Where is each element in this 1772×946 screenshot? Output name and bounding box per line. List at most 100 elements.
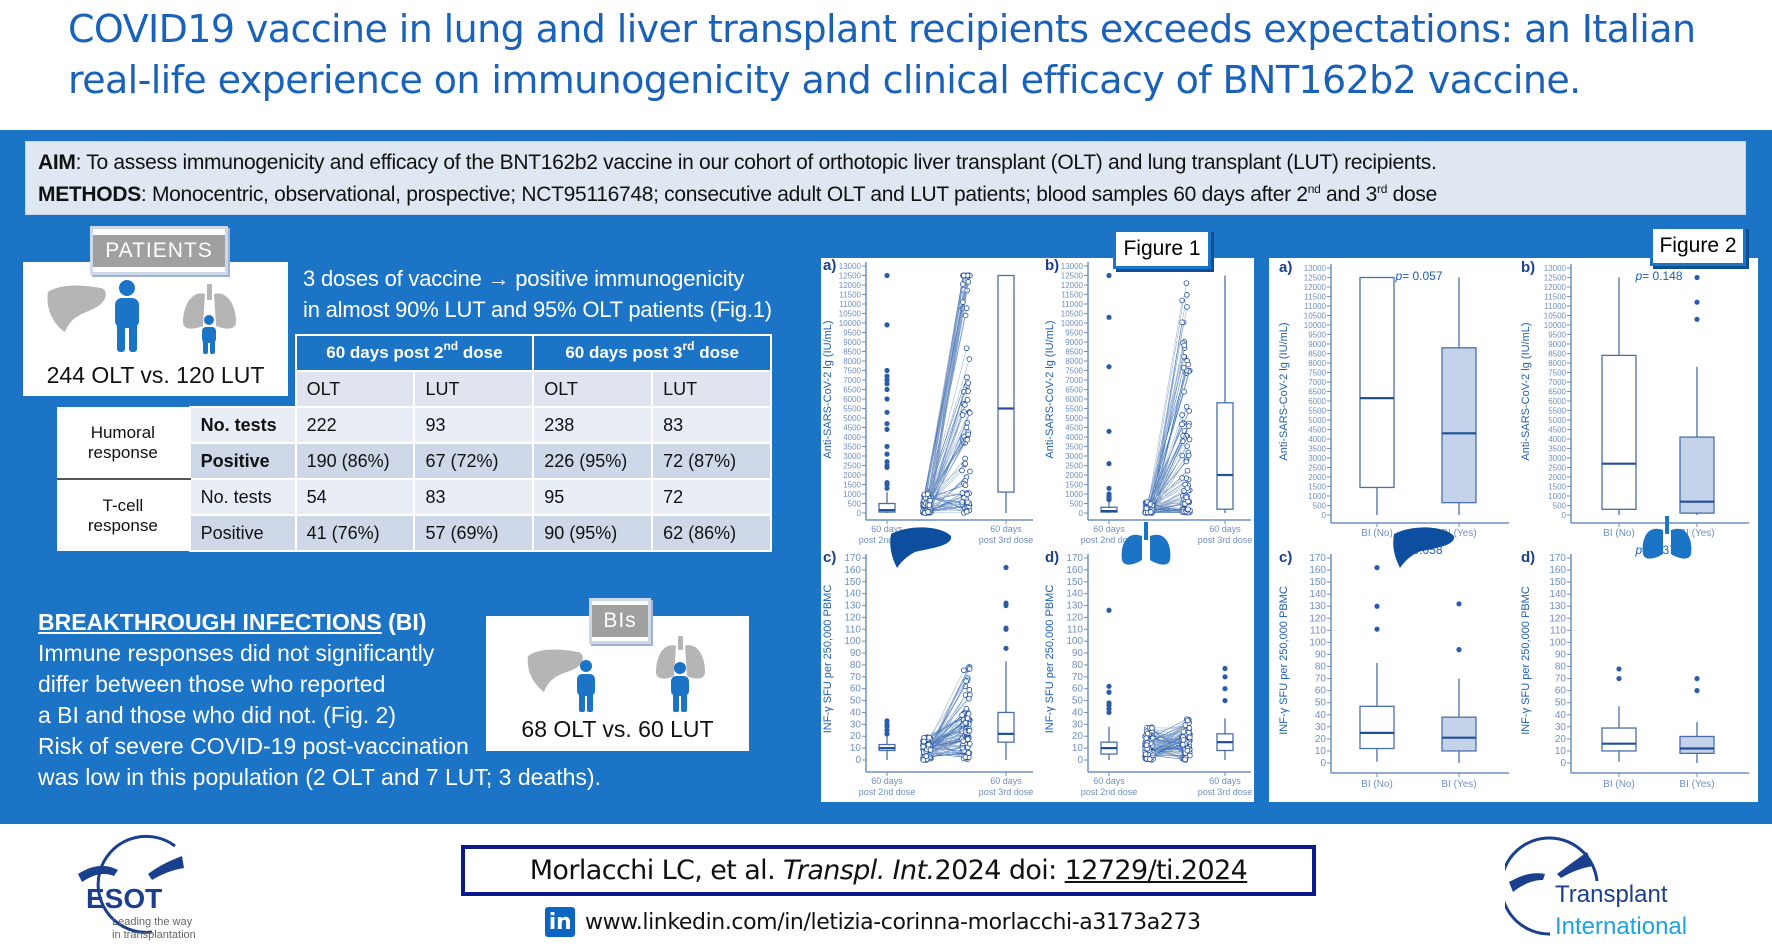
citation-box: Morlacchi LC, et al. Transpl. Int. 2024 … [461, 845, 1316, 896]
y-tick-label: 10000 [1061, 319, 1084, 328]
paired-point-3rd [1181, 742, 1186, 747]
y-tick-label: 110 [845, 624, 861, 635]
subplot-a: a)05001000150020002500300035004000450050… [1278, 259, 1509, 539]
y-tick-label: 170 [1549, 553, 1566, 564]
person-icon [577, 660, 595, 712]
y-tick-label: 1500 [1308, 483, 1326, 492]
paired-point-3rd [1180, 413, 1185, 418]
cell: 90 (95%) [533, 515, 652, 551]
y-tick-label: 9500 [843, 329, 861, 338]
y-tick-label: 5500 [843, 405, 861, 414]
outlier-point [884, 427, 889, 432]
y-tick-label: 6000 [1308, 397, 1326, 406]
y-tick-label: 6500 [1548, 388, 1566, 397]
paired-point-3rd [963, 483, 968, 488]
row-label: No. tests [190, 407, 296, 443]
paired-point-3rd [967, 666, 972, 671]
y-tick-label: 8000 [1548, 359, 1566, 368]
paired-point-2nd [1150, 736, 1155, 741]
y-tick-label: 12500 [1304, 274, 1327, 283]
paired-point-3rd [1184, 495, 1189, 500]
paired-point-2nd [927, 503, 932, 508]
paired-point-3rd [1186, 362, 1191, 367]
y-tick-label: 160 [1549, 565, 1566, 576]
figure-1-chart: a)05001000150020002500300035004000450050… [821, 258, 1254, 802]
y-tick-label: 6500 [843, 386, 861, 395]
outlier-point [884, 322, 889, 327]
y-tick-label: 7500 [1548, 369, 1566, 378]
paired-point-3rd [960, 282, 965, 287]
y-tick-label: 11000 [1304, 302, 1326, 311]
y-tick-label: 6000 [843, 395, 861, 404]
y-tick-label: 170 [1309, 553, 1326, 564]
y-tick-label: 2500 [1548, 464, 1566, 473]
y-tick-label: 30 [1315, 722, 1327, 733]
paired-point-3rd [960, 500, 965, 505]
x-tick-label: 60 days [1209, 524, 1241, 534]
outlier-point [1222, 674, 1227, 679]
outlier-point [884, 452, 889, 457]
y-tick-label: 2500 [843, 462, 861, 471]
paired-point-2nd [922, 739, 927, 744]
y-tick-label: 10 [1315, 746, 1327, 757]
y-tick-label: 8000 [1308, 359, 1326, 368]
doi-link[interactable]: 12729/ti.2024 [1065, 855, 1248, 886]
outlier-point [1106, 684, 1111, 689]
y-tick-label: 7000 [1548, 378, 1566, 387]
ti-line2: International [1555, 913, 1687, 940]
outlier-point [1106, 491, 1111, 496]
row-label: No. tests [190, 479, 296, 515]
y-tick-label: 13000 [1544, 264, 1567, 273]
panel-letter: a) [1279, 259, 1292, 276]
paired-point-3rd [1181, 738, 1186, 743]
paired-point-3rd [964, 346, 969, 351]
x-tick-label: BI (No) [1361, 528, 1393, 539]
y-tick-label: 1000 [1308, 492, 1326, 501]
y-tick-label: 4000 [1308, 435, 1326, 444]
y-tick-label: 5000 [1065, 414, 1083, 423]
paired-point-3rd [1184, 281, 1189, 286]
paired-point-3rd [967, 728, 972, 733]
y-tick-label: 7500 [1308, 369, 1326, 378]
outlier-point [1694, 688, 1699, 693]
outlier-point [884, 396, 889, 401]
y-tick-label: 130 [844, 601, 861, 612]
paired-point-3rd [1180, 422, 1185, 427]
liver-icon [1393, 527, 1454, 568]
y-tick-label: 10 [1555, 746, 1567, 757]
methods-text: : Monocentric, observational, prospectiv… [141, 183, 1308, 206]
y-tick-label: 10500 [839, 310, 862, 319]
x-tick-label: BI (Yes) [1679, 779, 1714, 790]
y-tick-label: 11500 [1304, 293, 1326, 302]
y-tick-label: 130 [1066, 601, 1083, 612]
paired-point-3rd [967, 741, 972, 746]
cell: 226 (95%) [533, 443, 652, 479]
cell: 57 (69%) [414, 515, 533, 551]
x-tick-label: BI (No) [1603, 528, 1635, 539]
y-tick-label: 10 [850, 743, 862, 754]
y-tick-label: 5000 [1548, 416, 1566, 425]
y-axis-label: Anti-SARS-CoV-2 lg (IU/mL) [1278, 322, 1290, 460]
y-tick-label: 100 [1549, 637, 1566, 648]
paired-point-3rd [1183, 757, 1188, 762]
y-tick-label: 3500 [1308, 445, 1326, 454]
outlier-point [1003, 601, 1008, 606]
linkedin-url[interactable]: www.linkedin.com/in/letizia-corinna-morl… [585, 910, 1201, 935]
x-tick-label: BI (No) [1603, 779, 1635, 790]
trachea [1144, 522, 1148, 540]
y-tick-label: 9000 [1065, 338, 1083, 347]
y-tick-label: 9500 [1065, 329, 1083, 338]
paired-point-3rd [1186, 424, 1191, 429]
figure-2-chart: a)05001000150020002500300035004000450050… [1269, 258, 1758, 802]
panel-letter: c) [1279, 549, 1292, 566]
y-tick-label: 90 [1315, 649, 1327, 660]
outlier-point [884, 480, 889, 485]
y-tick-label: 160 [1309, 565, 1326, 576]
y-tick-label: 13000 [1304, 264, 1327, 273]
box [1360, 278, 1394, 488]
y-tick-label: 12000 [1061, 281, 1084, 290]
x-tick-label: 60 days [871, 776, 903, 786]
outlier-point [1003, 646, 1008, 651]
x-tick-label: post 3rd dose [1198, 787, 1253, 797]
y-tick-label: 5500 [1065, 405, 1083, 414]
